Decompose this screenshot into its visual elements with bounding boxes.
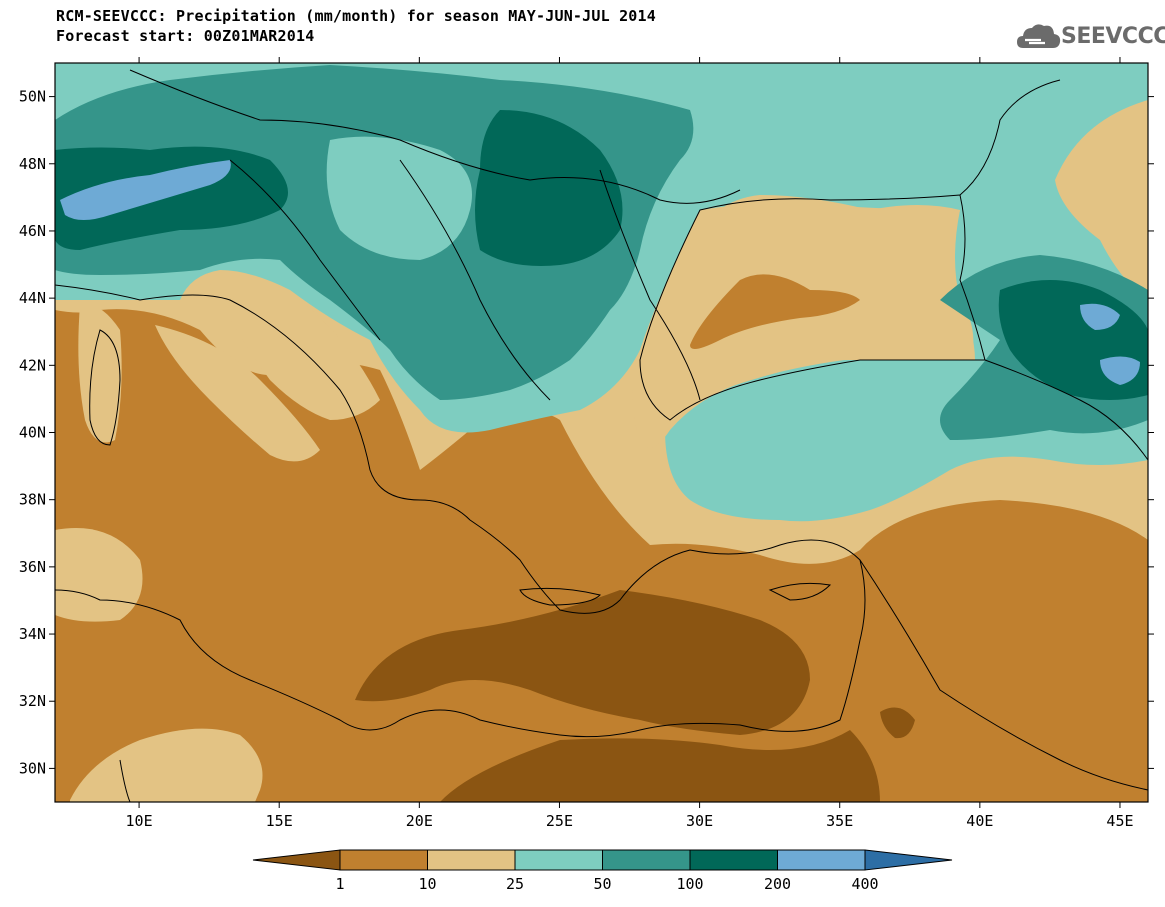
legend-swatch bbox=[602, 849, 691, 871]
lat-label: 30N bbox=[19, 759, 46, 777]
legend-label: 25 bbox=[506, 875, 524, 893]
border-3 bbox=[399, 159, 551, 401]
lon-label: 35E bbox=[826, 812, 853, 830]
lat-label: 34N bbox=[19, 625, 46, 643]
latitude-axis: 50N 48N 46N 44N 42N 40N 38N 36N 34N 32N 30N bbox=[19, 88, 1154, 777]
legend-swatch-high-arrow bbox=[864, 849, 953, 871]
band-50-100-hungary bbox=[326, 136, 472, 260]
band-10-25-black-sea bbox=[690, 274, 860, 349]
sardinia-coast bbox=[89, 329, 121, 446]
border-5 bbox=[859, 559, 1148, 791]
legend-label: 10 bbox=[418, 875, 436, 893]
lon-label: 30E bbox=[686, 812, 713, 830]
legend-swatch bbox=[339, 849, 428, 871]
legend-colorbar: 1 10 25 50 100 200 400 bbox=[252, 849, 953, 893]
band-200-400-carpathians bbox=[475, 110, 623, 266]
border-2 bbox=[229, 159, 381, 341]
precipitation-field bbox=[55, 63, 1148, 802]
band-400-caucasus-1 bbox=[1080, 303, 1120, 330]
band-25-50-west bbox=[55, 528, 143, 622]
lon-label: 45E bbox=[1106, 812, 1133, 830]
legend-label: 400 bbox=[851, 875, 878, 893]
border-1 bbox=[129, 69, 741, 204]
legend-swatch-low-arrow bbox=[252, 849, 341, 871]
title-line-1: RCM-SEEVCCC: Precipitation (mm/month) fo… bbox=[56, 7, 656, 25]
band-1-10-egypt bbox=[440, 730, 880, 802]
lon-label: 25E bbox=[546, 812, 573, 830]
legend-label: 50 bbox=[593, 875, 611, 893]
map-title: RCM-SEEVCCC: Precipitation (mm/month) fo… bbox=[56, 6, 656, 46]
title-line-2: Forecast start: 00Z01MAR2014 bbox=[56, 27, 315, 45]
border-7 bbox=[984, 359, 1148, 461]
legend-swatch bbox=[514, 849, 603, 871]
lat-label: 42N bbox=[19, 356, 46, 374]
legend-swatch bbox=[689, 849, 778, 871]
band-400-caucasus-2 bbox=[1100, 356, 1140, 385]
lon-label: 40E bbox=[966, 812, 993, 830]
border-4 bbox=[599, 169, 701, 401]
lat-label: 40N bbox=[19, 424, 46, 442]
lat-label: 32N bbox=[19, 692, 46, 710]
lon-label: 20E bbox=[406, 812, 433, 830]
longitude-axis: 10E 15E 20E 25E 30E 35E 40E 45E bbox=[126, 57, 1134, 830]
band-25-50-italy-south bbox=[155, 325, 320, 462]
cyprus-coast bbox=[768, 582, 832, 601]
band-400-alps bbox=[60, 160, 231, 220]
legend-swatch bbox=[777, 849, 866, 871]
lon-label: 10E bbox=[126, 812, 153, 830]
seevccc-logo: SEEVCCC bbox=[1017, 20, 1165, 56]
lon-label: 15E bbox=[266, 812, 293, 830]
band-200-400-alps bbox=[55, 146, 288, 250]
black-sea-coast bbox=[639, 194, 986, 421]
legend-label: 100 bbox=[676, 875, 703, 893]
band-25-50-libya bbox=[70, 728, 263, 802]
lat-label: 50N bbox=[19, 88, 46, 106]
lat-label: 46N bbox=[19, 222, 46, 240]
lat-label: 38N bbox=[19, 491, 46, 509]
border-8 bbox=[119, 759, 131, 802]
lat-label: 48N bbox=[19, 155, 46, 173]
crete-coast bbox=[519, 587, 601, 606]
band-25-50-black-sea bbox=[632, 203, 975, 448]
lat-label: 36N bbox=[19, 558, 46, 576]
legend-swatch bbox=[427, 849, 516, 871]
lat-label: 44N bbox=[19, 289, 46, 307]
band-1-10-sea bbox=[355, 590, 810, 735]
band-1-10-jordan bbox=[880, 707, 915, 739]
band-25-50-caspian bbox=[1055, 100, 1148, 300]
legend-label: 1 bbox=[335, 875, 344, 893]
cloud-logo-icon bbox=[1017, 24, 1061, 48]
border-6 bbox=[959, 79, 1061, 196]
coastlines bbox=[55, 69, 1148, 802]
logo-text: SEEVCCC bbox=[1061, 24, 1165, 49]
legend-label: 200 bbox=[764, 875, 791, 893]
